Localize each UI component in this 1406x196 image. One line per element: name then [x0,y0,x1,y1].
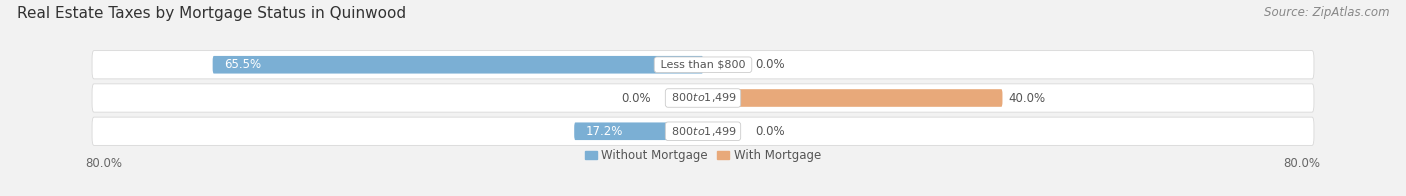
FancyBboxPatch shape [91,117,1315,145]
Text: $800 to $1,499: $800 to $1,499 [668,92,738,104]
Text: 0.0%: 0.0% [621,92,651,104]
Text: 0.0%: 0.0% [755,125,785,138]
Text: 17.2%: 17.2% [585,125,623,138]
Text: 65.5%: 65.5% [224,58,262,71]
FancyBboxPatch shape [703,89,1002,107]
Text: Real Estate Taxes by Mortgage Status in Quinwood: Real Estate Taxes by Mortgage Status in … [17,6,406,21]
Text: $800 to $1,499: $800 to $1,499 [668,125,738,138]
Text: Less than $800: Less than $800 [657,60,749,70]
Legend: Without Mortgage, With Mortgage: Without Mortgage, With Mortgage [581,144,825,167]
Text: 40.0%: 40.0% [1008,92,1046,104]
FancyBboxPatch shape [212,56,703,74]
Text: 0.0%: 0.0% [755,58,785,71]
FancyBboxPatch shape [91,84,1315,112]
FancyBboxPatch shape [574,122,703,140]
Text: Source: ZipAtlas.com: Source: ZipAtlas.com [1264,6,1389,19]
FancyBboxPatch shape [91,51,1315,79]
